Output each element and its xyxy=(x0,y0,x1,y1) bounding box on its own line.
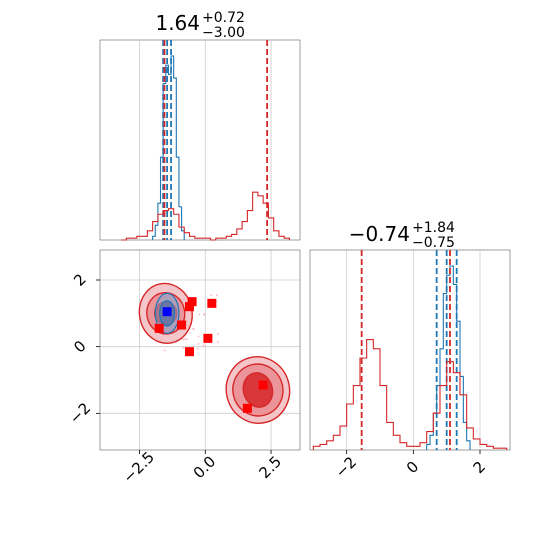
contour-grid xyxy=(100,250,300,450)
contour-xtick-label-1: 0.0 xyxy=(190,452,220,482)
sample-dot-8 xyxy=(197,342,200,345)
histogram-p1-series-1-step xyxy=(312,339,508,450)
histogram-p0-marks xyxy=(121,40,291,241)
histogram-panel-p0: 1.64 +0.72 −3.00 xyxy=(99,10,301,241)
blue-point-0 xyxy=(162,307,172,317)
sample-dot-29 xyxy=(198,313,201,316)
sample-dot-39 xyxy=(202,314,205,316)
histogram-p0-series-1-step xyxy=(121,191,291,241)
red-point-4 xyxy=(177,320,187,330)
histogram-p0-grid xyxy=(139,40,272,240)
red-point-7 xyxy=(258,380,268,390)
sample-dot-23 xyxy=(183,338,186,341)
histogram-panel-p1: −2 0 2 −0.74 +1.84 −0.75 xyxy=(309,220,511,481)
red-point-8 xyxy=(242,403,252,413)
histogram-p1-xtick-label-1: 0 xyxy=(403,458,422,477)
red-point-2 xyxy=(184,302,194,312)
sample-dot-6 xyxy=(196,347,199,350)
red-point-6 xyxy=(184,347,194,357)
contour-frame xyxy=(99,249,301,451)
sample-dot-11 xyxy=(215,294,218,297)
contour-ytick-label-0: −2 xyxy=(66,399,94,427)
sample-dot-7 xyxy=(185,338,188,341)
sample-dot-13 xyxy=(217,341,219,343)
sample-dot-37 xyxy=(210,294,213,297)
histogram-p0-title-plus: +0.72 xyxy=(202,10,245,26)
contour-ytick-label-1: 0 xyxy=(70,337,89,356)
histogram-p1-xtick-label-0: −2 xyxy=(332,453,360,481)
contour-marks xyxy=(138,282,291,424)
red-point-5 xyxy=(203,333,213,343)
sample-dot-17 xyxy=(182,338,185,341)
contour-ytick-label-2: 2 xyxy=(70,270,89,289)
sample-dot-18 xyxy=(189,332,191,335)
histogram-p1-frame xyxy=(309,249,511,451)
sample-dot-27 xyxy=(182,347,185,349)
histogram-p1-title-plus: +1.84 xyxy=(412,220,455,236)
histogram-p1-title-minus: −0.75 xyxy=(412,235,455,251)
contour-xtick-label-2: 2.5 xyxy=(256,452,286,482)
histogram-p0-frame xyxy=(99,39,301,241)
histogram-p1-marks xyxy=(312,250,508,450)
contour-xtick-label-0: −2.5 xyxy=(120,448,158,486)
sample-dot-30 xyxy=(217,332,219,335)
red-point-3 xyxy=(207,298,217,308)
histogram-p1-xtick-label-2: 2 xyxy=(470,458,489,477)
histogram-p1-title-median: −0.74 xyxy=(349,222,410,246)
histogram-p0-title-median: 1.64 xyxy=(155,11,200,35)
sample-dot-35 xyxy=(202,344,205,347)
sample-dot-15 xyxy=(197,335,200,338)
red-point-1 xyxy=(187,297,197,307)
sample-dot-10 xyxy=(163,349,166,352)
histogram-p0-title-minus: −3.00 xyxy=(202,25,245,41)
red-point-0 xyxy=(154,323,164,333)
contour-panel: −2.5 0.0 2.5 −2 0 2 xyxy=(66,249,301,487)
histogram-p1-ticks: −2 0 2 xyxy=(332,450,489,481)
sample-dot-24 xyxy=(192,328,195,331)
